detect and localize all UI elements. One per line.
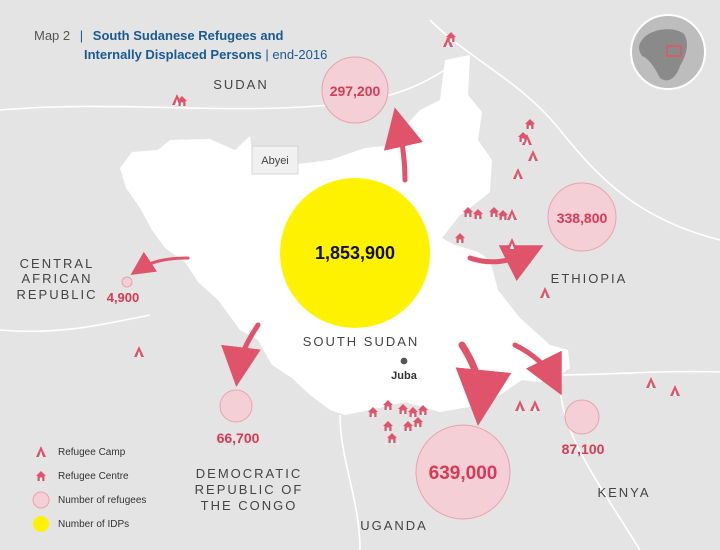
country-borders bbox=[0, 19, 720, 550]
arrow-to-ethiopia bbox=[467, 245, 544, 282]
camp-icon bbox=[30, 446, 52, 458]
legend-row-centre: Refugee Centre bbox=[30, 464, 146, 488]
legend-camp-label: Refugee Camp bbox=[58, 446, 126, 458]
header-separator-2: | bbox=[265, 47, 273, 62]
drc-figure: 66,700 bbox=[217, 430, 260, 446]
map-header: Map 2 | South Sudanese Refugees and Inte… bbox=[34, 26, 327, 64]
map-number: Map 2 bbox=[34, 28, 71, 43]
flow-arrows bbox=[130, 107, 562, 426]
legend: Refugee Camp Refugee Centre Number of re… bbox=[30, 440, 146, 536]
idp-circle-icon bbox=[30, 515, 52, 533]
refugee-circles bbox=[121, 56, 617, 520]
uganda-label: UGANDA bbox=[360, 518, 428, 533]
ethiopia-refugee-circle bbox=[547, 182, 617, 252]
abyei-label: Abyei bbox=[261, 155, 289, 167]
south-sudan-label: SOUTH SUDAN bbox=[303, 334, 420, 349]
uganda-refugee-circle bbox=[415, 424, 511, 520]
kenya-label: KENYA bbox=[597, 485, 650, 500]
legend-row-camp: Refugee Camp bbox=[30, 440, 146, 464]
globe-locator bbox=[630, 14, 706, 90]
juba-label: Juba bbox=[391, 370, 418, 382]
legend-centre-label: Refugee Centre bbox=[58, 470, 129, 482]
sudan-label: SUDAN bbox=[213, 77, 269, 92]
juba-marker bbox=[399, 356, 409, 366]
drc-refugee-circle bbox=[219, 389, 253, 423]
drc-label-line3: THE CONGO bbox=[201, 498, 298, 513]
centre-icon bbox=[30, 470, 52, 482]
idp-circle bbox=[280, 178, 430, 328]
car-label-line3: REPUBLIC bbox=[16, 287, 97, 302]
uganda-figure: 639,000 bbox=[429, 463, 498, 484]
kenya-figure: 87,100 bbox=[562, 441, 605, 457]
sudan-figure: 297,200 bbox=[330, 83, 381, 99]
legend-row-refugees: Number of refugees bbox=[30, 488, 146, 512]
map-title-line1: South Sudanese Refugees and bbox=[92, 28, 284, 43]
ethiopia-figure: 338,800 bbox=[557, 210, 608, 226]
arrow-to-kenya bbox=[512, 342, 562, 396]
legend-row-idps: Number of IDPs bbox=[30, 512, 146, 536]
car-label-line2: AFRICAN bbox=[21, 271, 92, 286]
header-separator: | bbox=[79, 28, 84, 43]
map-title-line2: Internally Displaced Persons bbox=[84, 47, 262, 62]
drc-label-line1: DEMOCRATIC bbox=[196, 466, 302, 481]
car-refugee-circle bbox=[121, 276, 133, 288]
abyei-area bbox=[251, 145, 299, 175]
ethiopia-label: ETHIOPIA bbox=[551, 271, 628, 286]
arrow-to-drc bbox=[221, 322, 261, 387]
arrow-to-sudan bbox=[383, 107, 423, 183]
car-figure: 4,900 bbox=[107, 290, 140, 305]
legend-idps-label: Number of IDPs bbox=[58, 518, 130, 530]
refugee-circle-icon bbox=[30, 491, 52, 509]
legend-refugees-label: Number of refugees bbox=[58, 494, 147, 506]
drc-label-line2: REPUBLIC OF bbox=[195, 482, 304, 497]
arrow-to-uganda bbox=[455, 341, 512, 426]
sudan-refugee-circle bbox=[321, 56, 389, 124]
arrow-to-car bbox=[130, 251, 190, 275]
idp-figure: 1,853,900 bbox=[315, 243, 395, 263]
kenya-refugee-circle bbox=[564, 399, 600, 435]
car-label-line1: CENTRAL bbox=[20, 256, 95, 271]
map-date: end-2016 bbox=[272, 47, 328, 62]
